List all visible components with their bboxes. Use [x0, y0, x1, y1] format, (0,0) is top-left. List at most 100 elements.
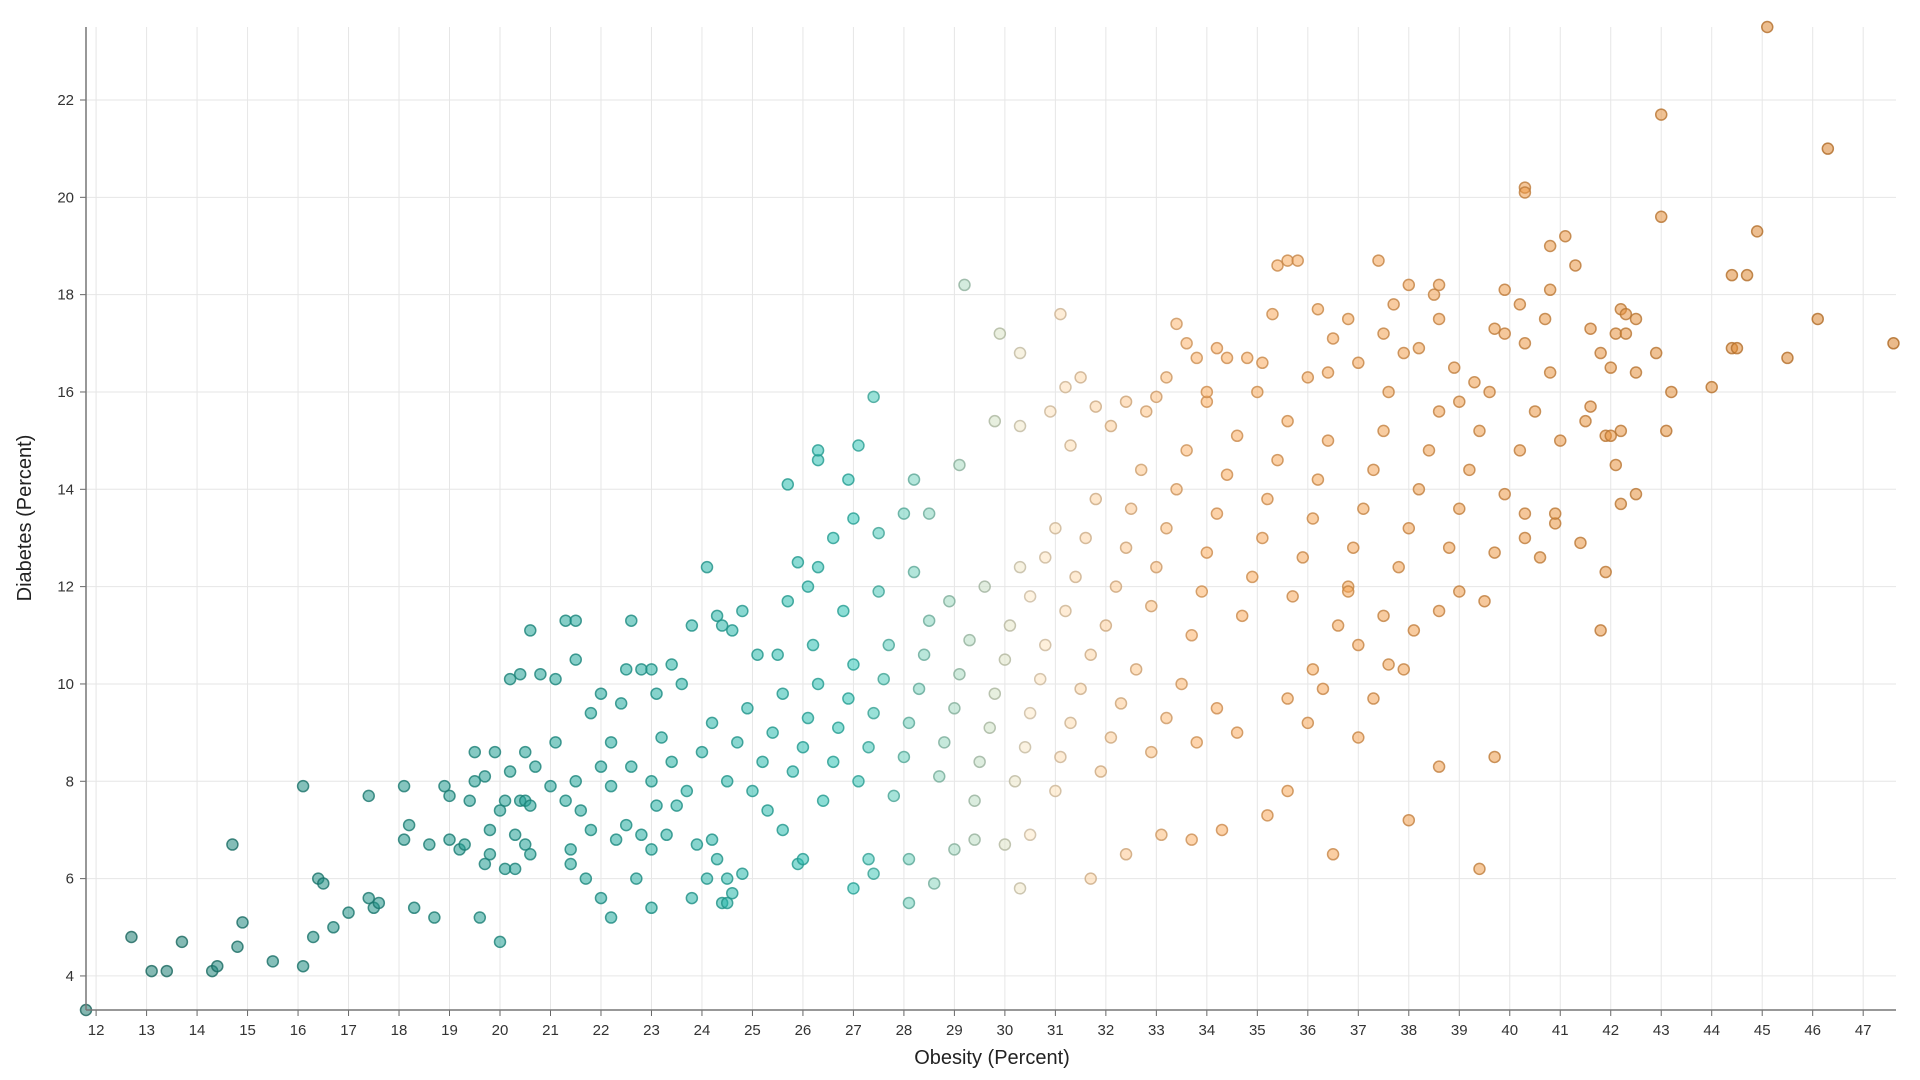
data-point	[1619, 307, 1633, 321]
data-point	[1119, 541, 1133, 554]
data-points	[79, 20, 1900, 1017]
x-tick-label: 45	[1754, 1022, 1771, 1039]
data-point	[1094, 765, 1108, 778]
data-point	[1049, 784, 1062, 798]
data-point	[1569, 259, 1582, 272]
data-point	[468, 745, 482, 759]
data-point	[811, 444, 825, 457]
y-tick: 16	[57, 384, 86, 401]
x-tick-label: 29	[946, 1022, 963, 1039]
y-tick-label: 20	[57, 189, 74, 206]
data-point	[569, 775, 582, 788]
data-point	[1150, 560, 1163, 574]
data-point	[685, 619, 699, 632]
data-point	[998, 838, 1012, 851]
data-point	[1109, 580, 1123, 593]
data-point	[1594, 624, 1607, 637]
data-point	[1599, 565, 1612, 579]
data-point	[862, 852, 875, 866]
x-tick-label: 15	[239, 1022, 256, 1039]
data-point	[619, 663, 633, 676]
data-point	[1427, 288, 1441, 301]
data-point	[604, 736, 618, 749]
data-point	[1084, 872, 1097, 885]
data-point	[327, 921, 340, 934]
data-point	[867, 390, 880, 404]
data-point	[478, 857, 492, 871]
y-tick-label: 4	[66, 968, 74, 985]
data-point	[1286, 590, 1299, 603]
data-point	[1013, 560, 1027, 574]
data-point	[1140, 405, 1153, 418]
data-point	[1089, 400, 1103, 413]
x-tick-label: 30	[997, 1022, 1014, 1039]
data-point	[1468, 375, 1481, 389]
data-point	[1215, 823, 1229, 837]
data-point	[407, 901, 421, 915]
y-tick: 12	[57, 579, 86, 596]
data-point	[1528, 405, 1542, 418]
data-point	[766, 726, 779, 739]
data-point	[211, 959, 224, 973]
x-tick-label: 12	[88, 1022, 105, 1039]
x-tick: 37	[1350, 1010, 1367, 1039]
data-point	[1488, 750, 1501, 764]
x-tick-label: 34	[1198, 1022, 1215, 1039]
data-point	[1412, 483, 1426, 496]
data-point	[1740, 268, 1754, 282]
data-point	[852, 775, 865, 788]
data-point	[1432, 278, 1446, 292]
gridlines	[86, 27, 1896, 1010]
data-point	[483, 823, 497, 837]
data-point	[524, 848, 537, 861]
x-tick: 26	[795, 1010, 811, 1039]
data-point	[877, 672, 890, 686]
data-point	[1326, 848, 1340, 861]
data-point	[907, 565, 921, 579]
data-point	[867, 706, 880, 720]
data-point	[1119, 848, 1133, 861]
data-point	[1352, 731, 1365, 744]
data-point	[1442, 541, 1456, 554]
data-point	[1473, 424, 1486, 438]
data-point	[1498, 487, 1511, 501]
data-point	[1584, 400, 1597, 413]
data-point	[1160, 711, 1173, 725]
data-point	[609, 833, 623, 846]
data-point	[988, 414, 1002, 428]
x-tick-label: 46	[1804, 1022, 1821, 1039]
x-tick: 40	[1501, 1010, 1518, 1039]
data-point	[710, 852, 724, 866]
data-point	[397, 779, 411, 793]
x-tick-label: 31	[1047, 1022, 1064, 1039]
data-point	[1377, 424, 1390, 438]
x-tick-label: 25	[744, 1022, 761, 1039]
data-point	[1003, 619, 1017, 632]
data-point	[296, 959, 310, 973]
x-tick: 20	[492, 1010, 508, 1039]
x-tick-label: 37	[1350, 1022, 1367, 1039]
data-point	[443, 833, 456, 846]
x-tick-label: 22	[593, 1022, 610, 1039]
data-point	[1291, 254, 1304, 267]
data-point	[1649, 346, 1663, 360]
data-point	[226, 838, 239, 851]
data-point	[1185, 833, 1198, 846]
x-tick-label: 28	[896, 1022, 913, 1039]
x-tick: 15	[239, 1010, 256, 1039]
data-point	[1543, 239, 1557, 253]
data-point	[614, 697, 628, 710]
data-point	[1281, 414, 1294, 428]
data-point	[645, 663, 658, 676]
data-point	[922, 507, 936, 520]
data-point	[1372, 254, 1385, 267]
data-point	[1013, 346, 1027, 360]
data-point	[1821, 142, 1835, 155]
data-point	[1190, 736, 1203, 749]
data-point	[791, 556, 805, 569]
data-point	[473, 911, 487, 924]
data-point	[1039, 551, 1052, 564]
data-point	[953, 667, 966, 681]
data-point	[943, 594, 956, 608]
data-point	[493, 804, 507, 817]
